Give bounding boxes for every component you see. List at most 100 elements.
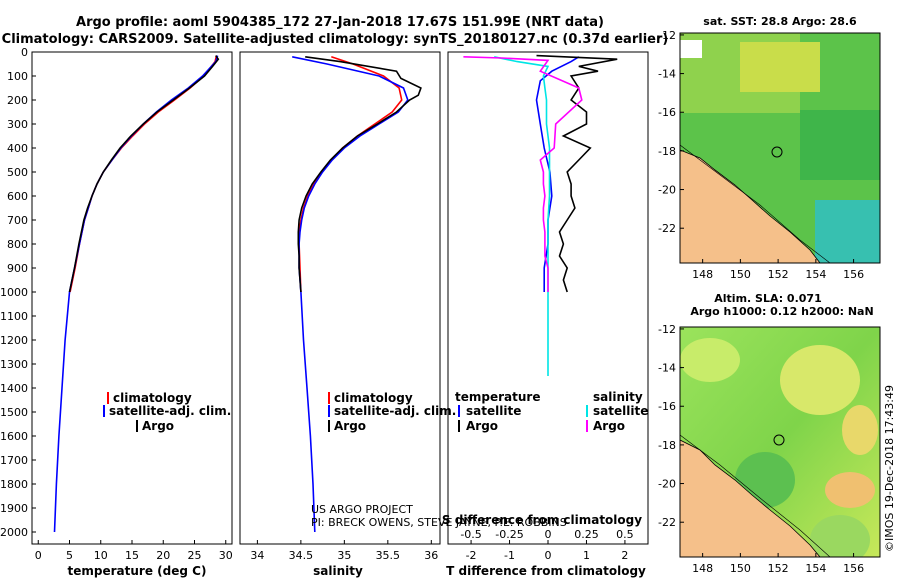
legend-sal-sat-swatch bbox=[328, 405, 330, 417]
map-x-tick-label: 150 bbox=[730, 268, 751, 281]
depth-tick-label: 900 bbox=[7, 262, 28, 275]
depth-tick-label: 1100 bbox=[0, 310, 28, 323]
series-line-argo bbox=[68, 55, 220, 293]
temperature-legend: climatology satellite-adj. clim. Argo bbox=[103, 391, 231, 433]
sst-map-land bbox=[680, 149, 821, 263]
difference-xlabel: T difference from climatology bbox=[446, 564, 646, 578]
depth-tick-label: 1200 bbox=[0, 334, 28, 347]
map-x-tick-label: 152 bbox=[768, 268, 789, 281]
depth-tick-label: 700 bbox=[7, 214, 28, 227]
series-line-s-argo bbox=[463, 56, 583, 292]
difference-lines bbox=[463, 54, 618, 376]
legend-temp-argo: Argo bbox=[142, 419, 174, 433]
sst-cool-patch-1 bbox=[800, 110, 880, 180]
sla-map-axes: 148 150 152 154 156 -12 -14 -16 -18 -20 -22 bbox=[658, 323, 864, 575]
depth-tick-label: 1700 bbox=[0, 454, 28, 467]
legend-sal-sat: satellite-adj. clim. bbox=[334, 404, 456, 418]
series-line-s-satellite bbox=[494, 56, 551, 376]
legend-diff-right-title: salinity bbox=[593, 390, 643, 404]
project-pi-label: PI: BRECK OWENS, STEVE JAYNE, P.E. ROBBI… bbox=[311, 516, 567, 529]
depth-tick-label: 1900 bbox=[0, 502, 28, 515]
sla-map-land bbox=[680, 439, 821, 557]
sst-map-isobath bbox=[680, 144, 831, 263]
temperature-lines bbox=[53, 55, 220, 533]
sla-low-2 bbox=[810, 515, 870, 557]
sst-no-data-patch bbox=[680, 40, 702, 58]
depth-tick-label: 800 bbox=[7, 238, 28, 251]
depth-tick-label: 600 bbox=[7, 190, 28, 203]
map-x-tick-label: 150 bbox=[730, 562, 751, 575]
temperature-x-axis: 0 5 10 15 20 25 30 bbox=[35, 540, 233, 562]
series-line-satellite-adj-clim- bbox=[292, 56, 409, 533]
sla-map-title1: Altim. SLA: 0.071 bbox=[714, 292, 821, 305]
x-tick-label: 35.5 bbox=[376, 549, 401, 562]
sst-cool-patch-2 bbox=[815, 200, 880, 263]
sst-map-axes: 148 150 152 154 156 -12 -14 -16 -18 -20 -22 bbox=[658, 29, 864, 281]
sla-map-frame bbox=[679, 326, 881, 558]
map-y-tick-label: -20 bbox=[658, 184, 676, 197]
x-tick-label: 2 bbox=[621, 549, 628, 562]
legend-diff-t-argo-swatch bbox=[458, 420, 460, 432]
x-tick-label: 1 bbox=[583, 549, 590, 562]
legend-diff-s-argo: Argo bbox=[593, 419, 625, 433]
map-x-tick-label: 156 bbox=[843, 562, 864, 575]
x-tick-label: 35 bbox=[337, 549, 351, 562]
depth-tick-label: 1400 bbox=[0, 382, 28, 395]
legend-diff-s-sat-swatch bbox=[586, 405, 588, 417]
s-tick-label: 0.25 bbox=[574, 528, 599, 541]
difference-x-axis: -2 -1 0 1 2 -0.5 -0.25 0 0.25 0.5 bbox=[460, 528, 633, 562]
series-line-satellite-adj-clim- bbox=[53, 55, 219, 533]
map-x-tick-label: 148 bbox=[692, 268, 713, 281]
x-tick-label: 10 bbox=[94, 549, 108, 562]
x-tick-label: 0 bbox=[35, 549, 42, 562]
legend-temp-clim: climatology bbox=[113, 391, 192, 405]
credit-label: ©IMOS 19-Dec-2018 17:43:49 bbox=[883, 385, 896, 552]
sst-map-frame bbox=[679, 32, 881, 264]
map-y-tick-label: -12 bbox=[658, 323, 676, 336]
depth-tick-label: 1800 bbox=[0, 478, 28, 491]
s-tick-label: -0.25 bbox=[495, 528, 523, 541]
sla-argo-marker bbox=[773, 434, 785, 446]
map-x-tick-label: 152 bbox=[768, 562, 789, 575]
difference-panel: -2 -1 0 1 2 -0.5 -0.25 0 0.25 0.5 S difference fr… bbox=[442, 51, 649, 578]
depth-tick-label: 500 bbox=[7, 166, 28, 179]
series-line-climatology bbox=[69, 55, 218, 293]
x-tick-label: 25 bbox=[188, 549, 202, 562]
map-x-tick-label: 148 bbox=[692, 562, 713, 575]
legend-diff-s-argo-swatch bbox=[586, 420, 588, 432]
sla-map-panel: Altim. SLA: 0.071 Argo h1000: 0.12 h2000… bbox=[658, 292, 881, 575]
map-y-tick-label: -18 bbox=[658, 145, 676, 158]
sla-high-4 bbox=[825, 472, 875, 508]
map-y-tick-label: -12 bbox=[658, 29, 676, 42]
x-tick-label: 34 bbox=[250, 549, 264, 562]
x-tick-label: 20 bbox=[156, 549, 170, 562]
s-tick-label: 0.5 bbox=[616, 528, 634, 541]
salinity-lines bbox=[292, 56, 422, 533]
s-tick-label: 0 bbox=[545, 528, 552, 541]
depth-tick-label: 1600 bbox=[0, 430, 28, 443]
legend-sal-argo-swatch bbox=[328, 420, 330, 432]
map-x-tick-label: 154 bbox=[805, 268, 826, 281]
legend-sal-argo: Argo bbox=[334, 419, 366, 433]
depth-tick-label: 1000 bbox=[0, 286, 28, 299]
series-line-argo bbox=[297, 56, 422, 293]
salinity-frame bbox=[239, 51, 441, 545]
map-y-tick-label: -16 bbox=[658, 106, 676, 119]
map-y-tick-label: -22 bbox=[658, 516, 676, 529]
sla-map-isobath bbox=[680, 434, 831, 557]
series-line-climatology bbox=[298, 56, 403, 293]
series-line-t-argo bbox=[536, 54, 618, 293]
depth-tick-label: 100 bbox=[7, 70, 28, 83]
depth-tick-label: 0 bbox=[21, 46, 28, 59]
legend-diff-left-title: temperature bbox=[455, 390, 540, 404]
legend-diff-s-sat: satellite bbox=[593, 404, 648, 418]
legend-sal-clim: climatology bbox=[334, 391, 413, 405]
map-y-tick-label: -18 bbox=[658, 439, 676, 452]
depth-tick-label: 2000 bbox=[0, 526, 28, 539]
map-y-tick-label: -14 bbox=[658, 362, 676, 375]
temperature-xlabel: temperature (deg C) bbox=[68, 564, 207, 578]
temperature-panel: 0100200300400500600700800900100011001200… bbox=[0, 46, 233, 578]
map-y-tick-label: -20 bbox=[658, 478, 676, 491]
map-y-tick-label: -22 bbox=[658, 222, 676, 235]
